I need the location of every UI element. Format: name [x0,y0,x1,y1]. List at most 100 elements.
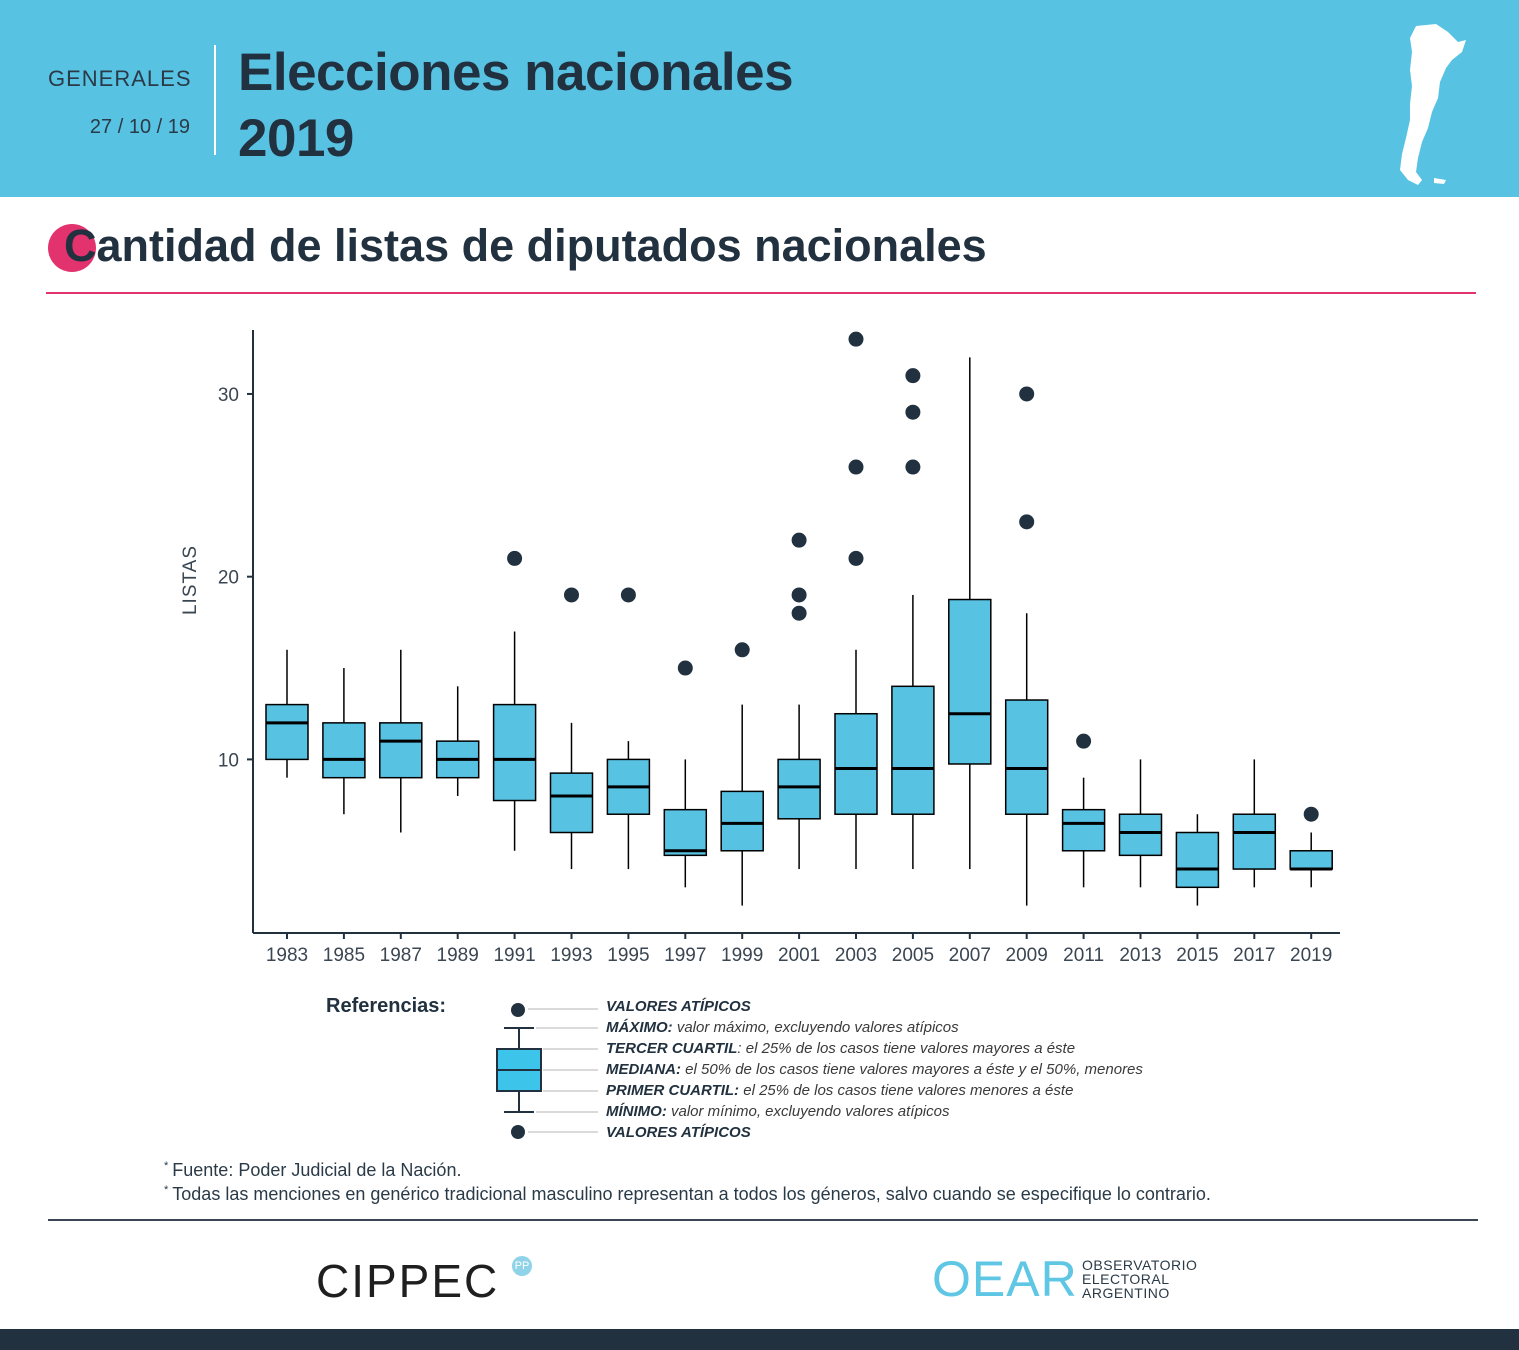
legend-item-third-quartile: TERCER CUARTIL: el 25% de los casos tien… [606,1040,1076,1057]
header-banner: GENERALES 27 / 10 / 19 Elecciones nacion… [0,0,1519,197]
title-accent-dot [48,224,96,272]
chart-title: Cantidad de listas de diputados nacional… [64,220,987,271]
box-2007 [948,357,992,870]
x-tick-label: 2003 [835,945,877,966]
legend-heading: Referencias: [326,995,447,1017]
bottom-bar [0,1329,1519,1350]
box-iqr [1232,813,1277,870]
election-date: 27 / 10 / 19 [89,116,190,138]
oear-logo: OEAR [932,1251,1078,1307]
outlier-point [791,532,807,548]
outlier-point [1303,806,1319,822]
x-tick-label: 2007 [949,945,991,966]
x-tick-label: 1999 [721,945,763,966]
box-1989 [435,686,480,796]
cippec-badge: PP [512,1256,532,1276]
gender-note: * Todas las menciones en genérico tradici… [164,1184,1211,1204]
x-tick-label: 2011 [1063,945,1104,966]
x-tick-label: 2013 [1119,945,1161,966]
legend-item-outliers-bottom: VALORES ATÍPICOS [606,1124,751,1141]
y-tick-label: 10 [218,750,239,771]
outlier-point [1019,386,1035,402]
box-iqr [1175,831,1220,889]
outlier-point [848,550,864,566]
outlier-point [564,587,579,603]
x-tick-label: 2005 [892,945,934,966]
y-tick-label: 30 [218,385,239,406]
outlier-point [791,587,807,603]
box-2019 [1289,806,1333,888]
x-tick-label: 2017 [1233,945,1275,966]
outlier-point [677,660,693,676]
x-tick-label: 2019 [1290,945,1332,966]
box-2015 [1175,814,1220,906]
box-1999 [720,642,764,906]
box-1985 [322,668,366,815]
x-tick-label: 2001 [778,945,820,966]
x-axis: 1983 1985 1987 1989 1991 1993 1995 1997 1999 2001… [253,932,1340,966]
box-iqr [379,722,423,779]
box-iqr [492,703,537,802]
legend-outlier-bottom [511,1125,525,1139]
box-iqr [663,808,708,857]
box-1997 [663,660,708,888]
box-series [265,331,1333,906]
outlier-point [905,459,921,475]
header-divider [214,45,216,155]
outlier-point [905,404,921,420]
x-tick-label: 1983 [266,945,308,966]
outlier-point [620,587,636,603]
box-iqr [1061,808,1106,852]
legend-outlier-top [511,1003,525,1017]
y-axis-label: LISTAS [180,545,201,615]
x-tick-label: 2009 [1006,945,1048,966]
box-1993 [549,587,594,870]
box-1987 [379,649,423,833]
box-2009 [1004,386,1049,906]
title-underline [46,292,1476,294]
cippec-logo: CIPPEC [316,1255,500,1307]
outlier-point [848,459,864,475]
x-tick-label: 1997 [664,945,706,966]
box-iqr [1004,699,1049,815]
box-iqr [1289,850,1333,870]
box-iqr [948,598,992,765]
box-2005 [891,368,935,870]
box-iqr [1118,813,1163,857]
legend-item-minimum: MÍNIMO: valor mínimo, excluyendo valores… [606,1103,950,1120]
box-iqr [720,790,764,852]
argentina-map-icon [1400,24,1466,185]
outlier-point [791,605,807,621]
outlier-point [1019,514,1035,530]
box-iqr [549,772,594,834]
box-2003 [834,331,878,870]
x-tick-label: 1985 [323,945,365,966]
y-axis: 10 20 30 [218,330,254,933]
outlier-point [1076,733,1092,749]
page-title: Elecciones nacionales 2019 [238,40,794,172]
legend-item-median: MEDIANA: el 50% de los casos tiene valor… [606,1061,1143,1078]
outlier-point [905,368,921,384]
box-iqr [891,685,935,815]
legend-item-outliers-top: VALORES ATÍPICOS [606,998,751,1015]
x-tick-label: 1995 [607,945,649,966]
election-type: GENERALES [48,66,192,91]
x-tick-label: 1987 [380,945,422,966]
box-iqr [777,758,821,820]
legend-box-diagram [496,1003,598,1139]
box-iqr [322,722,366,779]
box-1983 [265,649,309,778]
x-tick-label: 1989 [437,945,479,966]
box-1991 [492,550,537,851]
box-1995 [606,587,651,870]
box-2011 [1061,733,1106,888]
x-tick-label: 1993 [550,945,592,966]
outlier-point [848,331,864,347]
footer-divider [48,1219,1478,1221]
box-iqr [265,703,309,761]
box-iqr [834,712,878,815]
box-2001 [777,532,821,870]
box-2017 [1232,759,1277,888]
box-2013 [1118,759,1163,888]
